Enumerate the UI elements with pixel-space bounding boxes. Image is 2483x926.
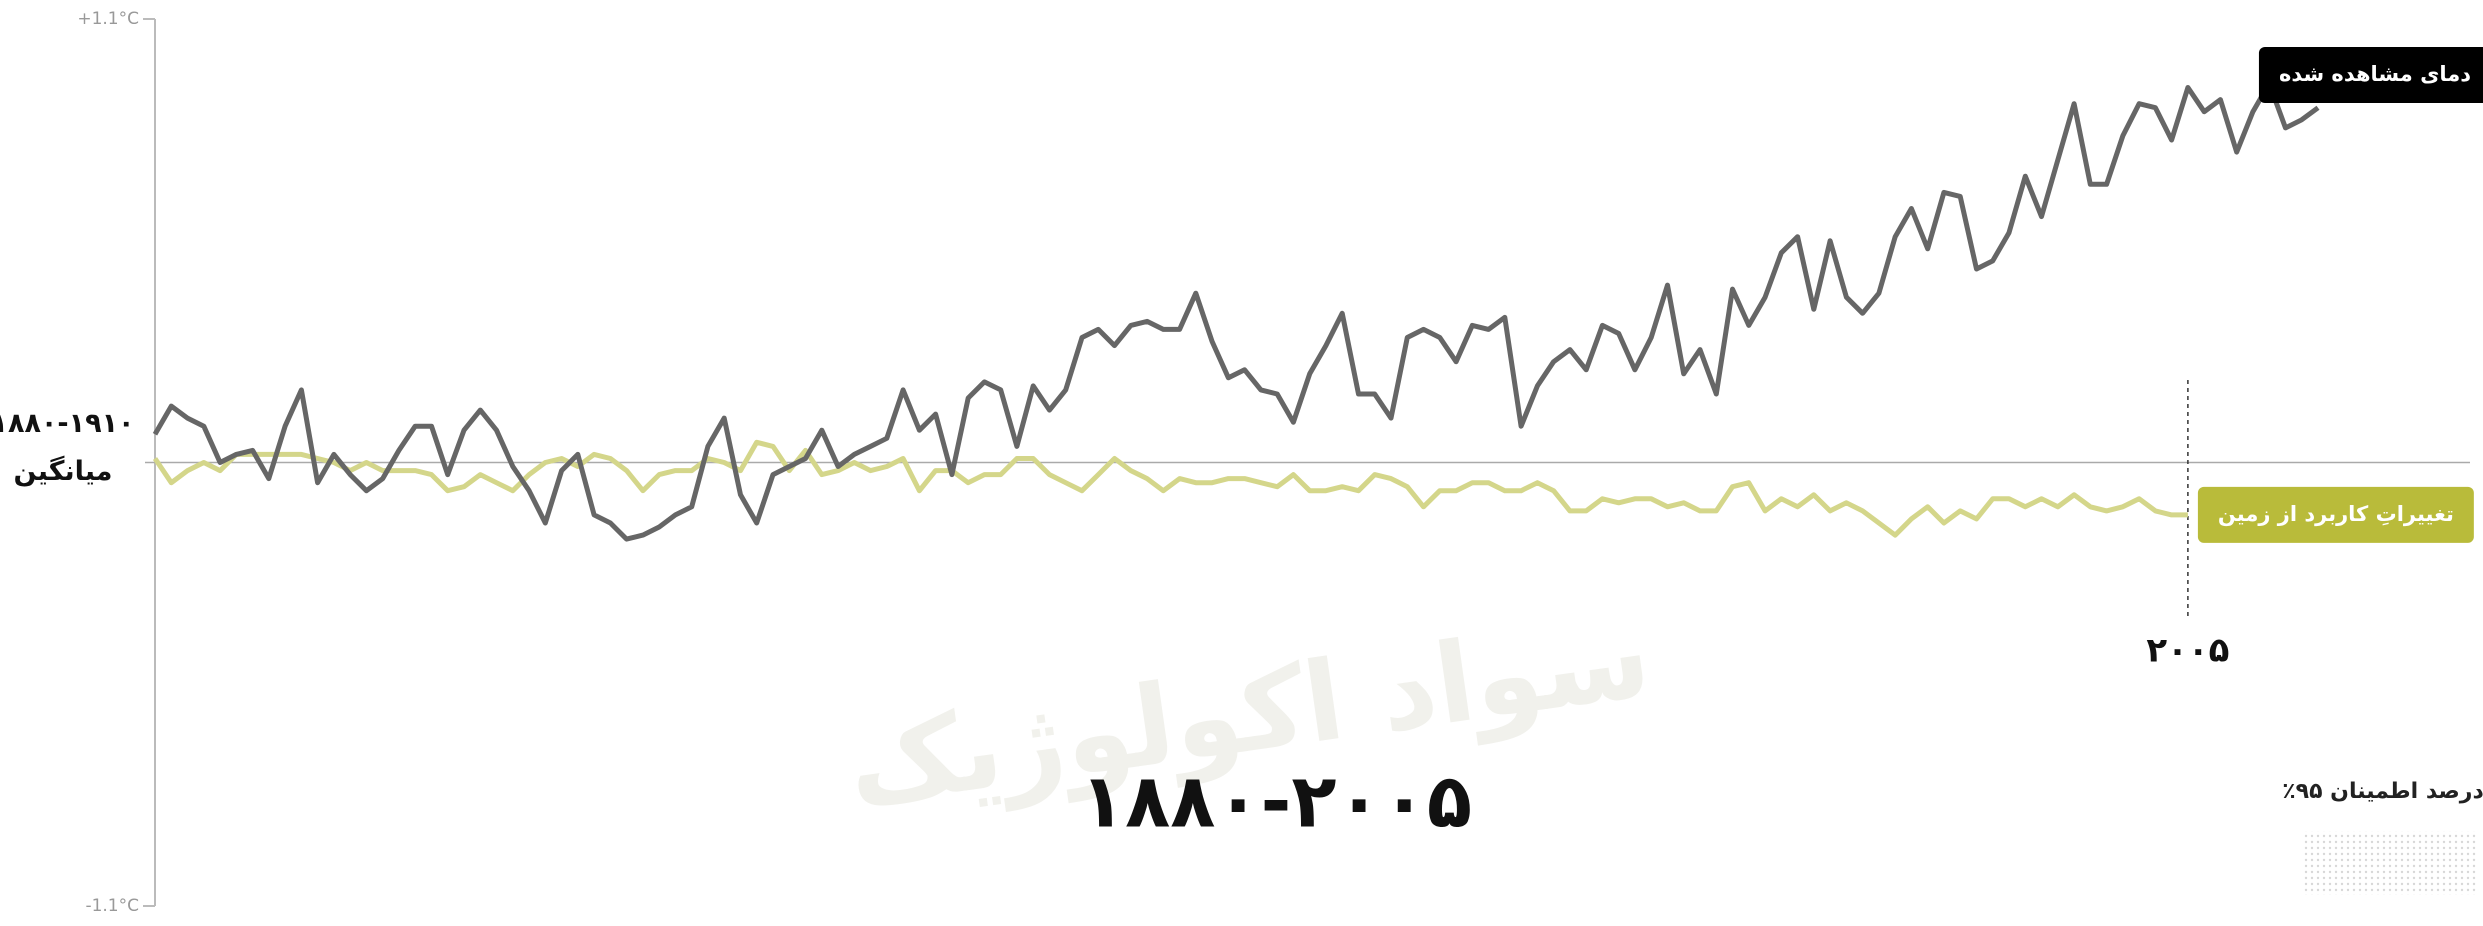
series-label-box — [2258, 47, 2483, 103]
baseline-label: میانگین — [13, 455, 112, 487]
confidence-label: ٪۹۵ درصد اطمینان — [2282, 779, 2483, 804]
series-line — [152, 81, 2320, 542]
chart-title: ۱۸۸۰-۲۰۰۵ — [1080, 759, 1472, 845]
series-label-text: تغییراتِ کاربرد از زمین — [2218, 502, 2454, 526]
y-tick-label: -1.1°C — [85, 896, 139, 916]
series-label-box — [2197, 486, 2474, 543]
baseline-label: ۱۸۸۰-۱۹۱۰ — [0, 408, 135, 439]
series-label: دمای مشاهده شده — [2258, 47, 2483, 103]
confidence-swatch — [2304, 831, 2478, 895]
series-label: تغییراتِ کاربرد از زمین — [2197, 486, 2474, 543]
y-tick-label: +1.1°C — [77, 9, 139, 29]
x-tick-label: ۲۰۰۵ — [2146, 631, 2229, 671]
series-line — [152, 439, 2188, 538]
series-label-text: دمای مشاهده شده — [2279, 62, 2471, 86]
